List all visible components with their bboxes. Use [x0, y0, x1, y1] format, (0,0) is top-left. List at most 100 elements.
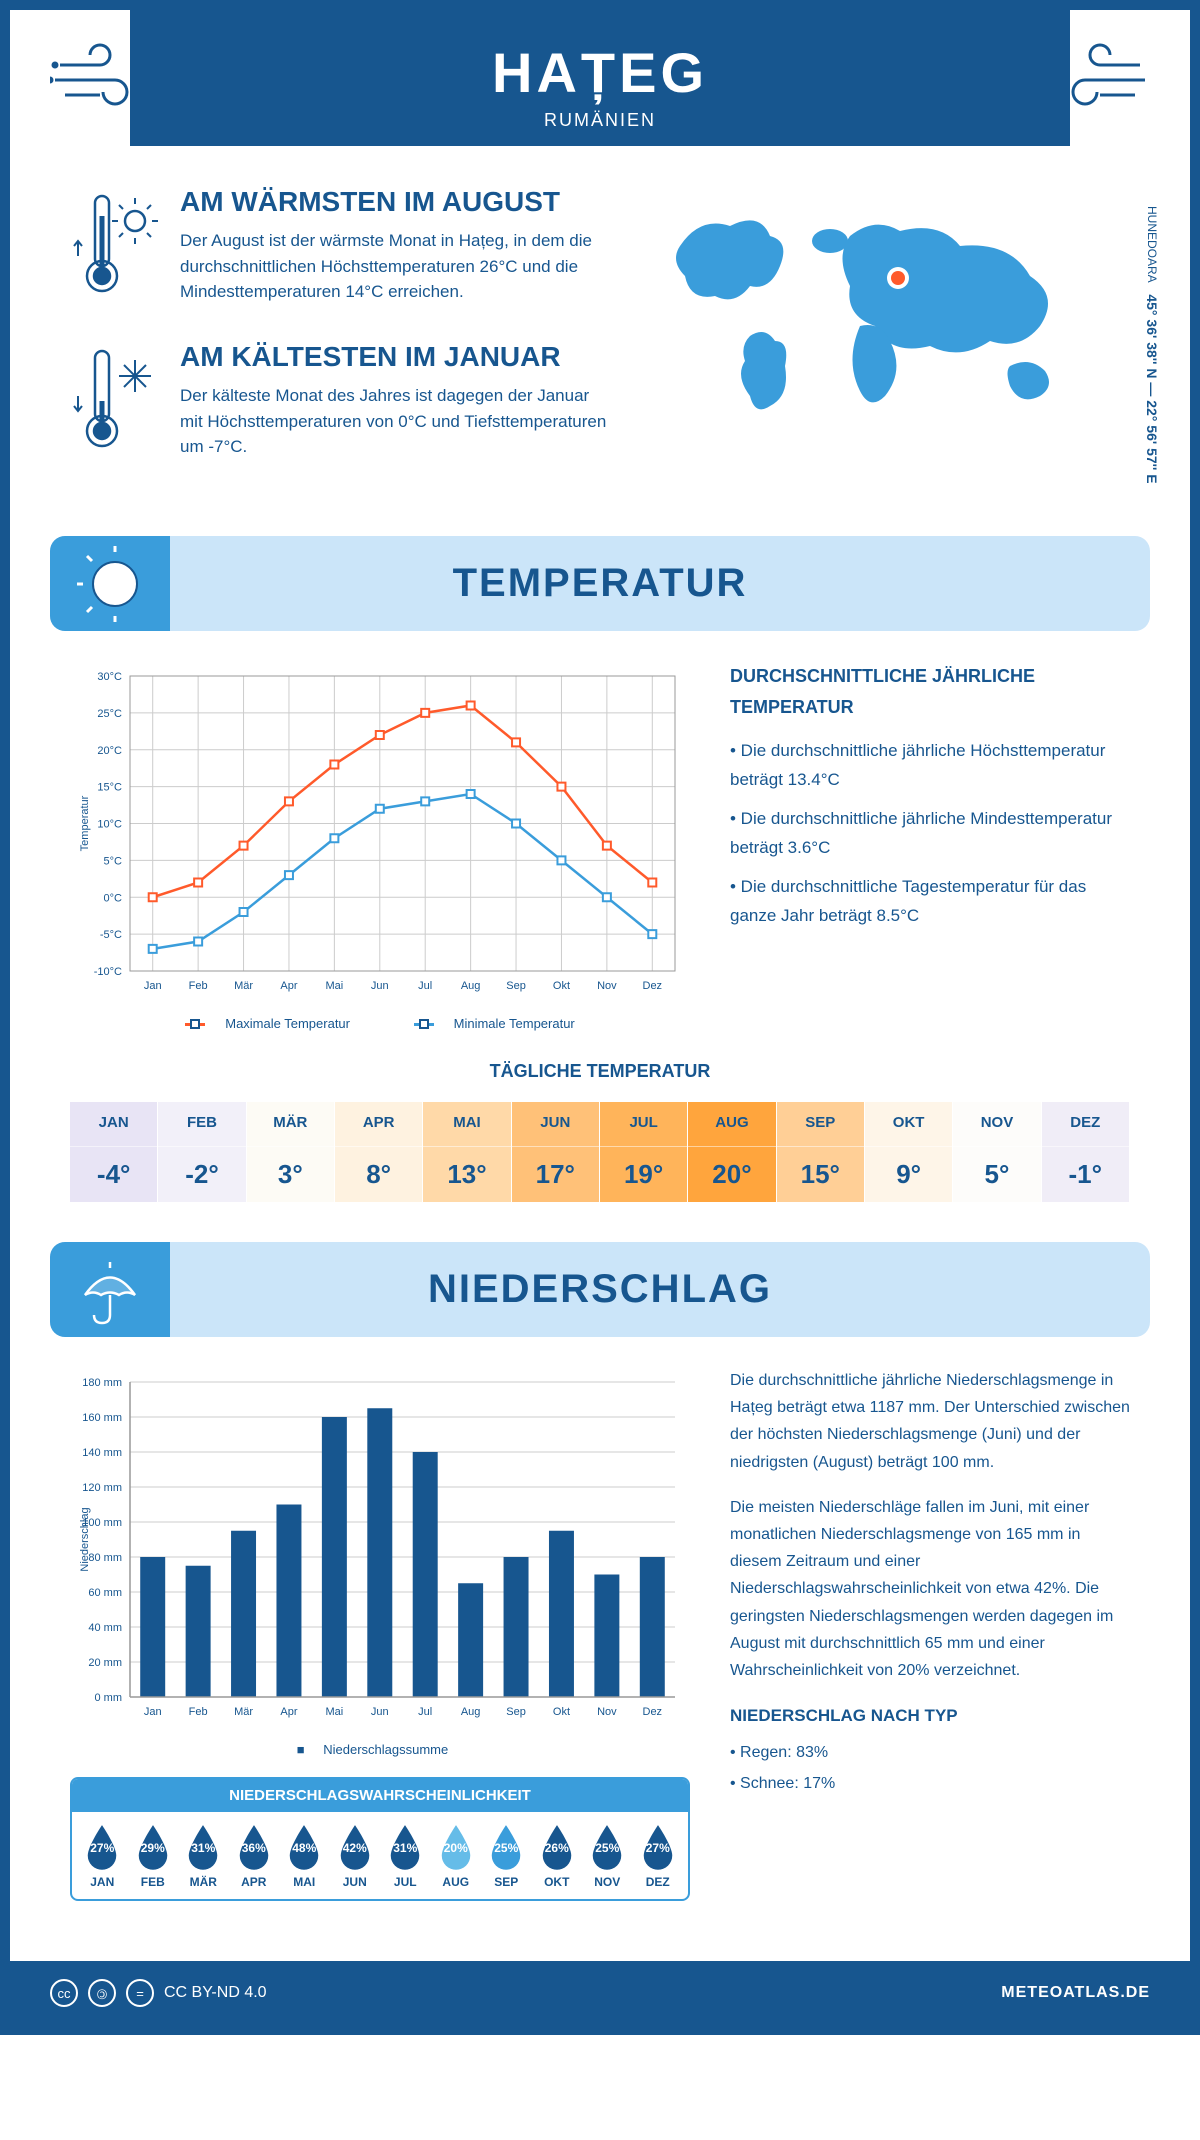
svg-text:60 mm: 60 mm: [88, 1587, 122, 1599]
coldest-title: AM KÄLTESTEN IM JANUAR: [180, 341, 610, 373]
precipitation-section-header: NIEDERSCHLAG: [50, 1242, 1150, 1337]
svg-text:Mai: Mai: [326, 1706, 344, 1718]
warmest-text: Der August ist der wärmste Monat in Hațe…: [180, 228, 610, 305]
svg-text:Feb: Feb: [189, 1706, 208, 1718]
by-icon: 🄯: [88, 1979, 116, 2007]
temp-legend: Maximale Temperatur Minimale Temperatur: [70, 1016, 690, 1031]
svg-text:Mär: Mär: [234, 980, 253, 992]
temp-cell: JUN17°: [512, 1102, 600, 1202]
site-name: METEOATLAS.DE: [1001, 1984, 1150, 2002]
svg-text:Jan: Jan: [144, 980, 162, 992]
daily-temp-table: TÄGLICHE TEMPERATUR JAN-4°FEB-2°MÄR3°APR…: [10, 1061, 1190, 1242]
temperature-section-header: TEMPERATUR: [50, 536, 1150, 631]
svg-text:Temperatur: Temperatur: [79, 795, 91, 851]
cc-icon: cc: [50, 1979, 78, 2007]
coordinates: HUNEDOARA 45° 36' 38'' N — 22° 56' 57'' …: [1144, 206, 1160, 484]
daily-temp-title: TÄGLICHE TEMPERATUR: [70, 1061, 1130, 1082]
svg-text:Jan: Jan: [144, 1706, 162, 1718]
svg-text:180 mm: 180 mm: [82, 1377, 122, 1389]
intro-section: AM WÄRMSTEN IM AUGUST Der August ist der…: [10, 146, 1190, 536]
page: HAȚEG RUMÄNIEN AM WÄRMSTEN IM AUGUST Der…: [0, 0, 1200, 2035]
prob-cell: 42%JUN: [330, 1822, 381, 1889]
prob-cell: 48%MAI: [279, 1822, 330, 1889]
svg-text:-10°C: -10°C: [94, 966, 122, 978]
svg-text:Apr: Apr: [280, 980, 297, 992]
temp-stats: DURCHSCHNITTLICHE JÄHRLICHE TEMPERATUR •…: [730, 661, 1130, 1031]
footer: cc 🄯 = CC BY-ND 4.0 METEOATLAS.DE: [10, 1961, 1190, 2025]
svg-text:Jul: Jul: [418, 1706, 432, 1718]
prob-cell: 25%NOV: [582, 1822, 633, 1889]
temp-cell: APR8°: [335, 1102, 423, 1202]
svg-text:Jun: Jun: [371, 1706, 389, 1718]
svg-text:30°C: 30°C: [97, 671, 122, 683]
svg-text:160 mm: 160 mm: [82, 1412, 122, 1424]
svg-text:40 mm: 40 mm: [88, 1622, 122, 1634]
prob-cell: 20%AUG: [431, 1822, 482, 1889]
precip-p1: Die durchschnittliche jährliche Niedersc…: [730, 1367, 1130, 1476]
temp-cell: OKT9°: [865, 1102, 953, 1202]
svg-text:Mai: Mai: [326, 980, 344, 992]
svg-text:Sep: Sep: [506, 980, 526, 992]
temp-cell: JUL19°: [600, 1102, 688, 1202]
intro-text: AM WÄRMSTEN IM AUGUST Der August ist der…: [70, 186, 610, 496]
svg-text:Feb: Feb: [189, 980, 208, 992]
svg-text:Okt: Okt: [553, 1706, 570, 1718]
precip-type-title: NIEDERSCHLAG NACH TYP: [730, 1702, 1130, 1731]
thermometer-hot-icon: [70, 186, 160, 311]
temp-cell: AUG20°: [688, 1102, 776, 1202]
svg-text:Jul: Jul: [418, 980, 432, 992]
coldest-block: AM KÄLTESTEN IM JANUAR Der kälteste Mona…: [70, 341, 610, 466]
world-map: HUNEDOARA 45° 36' 38'' N — 22° 56' 57'' …: [650, 186, 1130, 496]
svg-text:Niederschlag: Niederschlag: [79, 1507, 91, 1571]
temp-cell: DEZ-1°: [1042, 1102, 1130, 1202]
stat-bullet: • Die durchschnittliche Tagestemperatur …: [730, 873, 1130, 931]
probability-box: NIEDERSCHLAGSWAHRSCHEINLICHKEIT 27%JAN29…: [70, 1777, 690, 1901]
prob-cell: 29%FEB: [128, 1822, 179, 1889]
temp-cell: SEP15°: [777, 1102, 865, 1202]
header-wrap: HAȚEG RUMÄNIEN: [10, 10, 1190, 146]
svg-text:20 mm: 20 mm: [88, 1657, 122, 1669]
temp-cell: JAN-4°: [70, 1102, 158, 1202]
svg-text:Dez: Dez: [643, 1706, 663, 1718]
temp-cell: FEB-2°: [158, 1102, 246, 1202]
prob-title: NIEDERSCHLAGSWAHRSCHEINLICHKEIT: [72, 1779, 688, 1812]
precip-bar-chart: 0 mm20 mm40 mm60 mm80 mm100 mm120 mm140 …: [70, 1367, 690, 1901]
svg-text:-5°C: -5°C: [100, 929, 122, 941]
prob-cell: 36%APR: [229, 1822, 280, 1889]
country-name: RUMÄNIEN: [130, 110, 1070, 131]
section-title: NIEDERSCHLAG: [50, 1267, 1150, 1312]
sun-icon: [50, 536, 170, 631]
svg-text:Aug: Aug: [461, 1706, 481, 1718]
svg-text:Nov: Nov: [597, 1706, 617, 1718]
svg-text:25°C: 25°C: [97, 708, 122, 720]
svg-text:Dez: Dez: [643, 980, 663, 992]
temp-cell: NOV5°: [953, 1102, 1041, 1202]
title-banner: HAȚEG RUMÄNIEN: [130, 10, 1070, 146]
precip-p2: Die meisten Niederschläge fallen im Juni…: [730, 1494, 1130, 1684]
svg-text:0°C: 0°C: [104, 892, 123, 904]
warmest-title: AM WÄRMSTEN IM AUGUST: [180, 186, 610, 218]
svg-text:Apr: Apr: [280, 1706, 297, 1718]
svg-text:20°C: 20°C: [97, 745, 122, 757]
stats-title: DURCHSCHNITTLICHE JÄHRLICHE TEMPERATUR: [730, 661, 1130, 722]
svg-text:140 mm: 140 mm: [82, 1447, 122, 1459]
umbrella-icon: [50, 1242, 170, 1337]
temp-line-chart: -10°C-5°C0°C5°C10°C15°C20°C25°C30°CJanFe…: [70, 661, 690, 1031]
prob-cell: 27%JAN: [77, 1822, 128, 1889]
svg-text:5°C: 5°C: [104, 855, 123, 867]
svg-text:Mär: Mär: [234, 1706, 253, 1718]
nd-icon: =: [126, 1979, 154, 2007]
stat-bullet: • Die durchschnittliche jährliche Mindes…: [730, 805, 1130, 863]
svg-text:Sep: Sep: [506, 1706, 526, 1718]
coldest-text: Der kälteste Monat des Jahres ist dagege…: [180, 383, 610, 460]
svg-text:10°C: 10°C: [97, 819, 122, 831]
svg-text:Aug: Aug: [461, 980, 481, 992]
precip-legend: ■ Niederschlagssumme: [70, 1742, 690, 1757]
temp-cell: MAI13°: [423, 1102, 511, 1202]
precip-chart-row: 0 mm20 mm40 mm60 mm80 mm100 mm120 mm140 …: [10, 1367, 1190, 1931]
prob-cell: 25%SEP: [481, 1822, 532, 1889]
svg-text:Okt: Okt: [553, 980, 570, 992]
svg-text:0 mm: 0 mm: [95, 1692, 123, 1704]
prob-cell: 27%DEZ: [633, 1822, 684, 1889]
city-name: HAȚEG: [130, 40, 1070, 105]
